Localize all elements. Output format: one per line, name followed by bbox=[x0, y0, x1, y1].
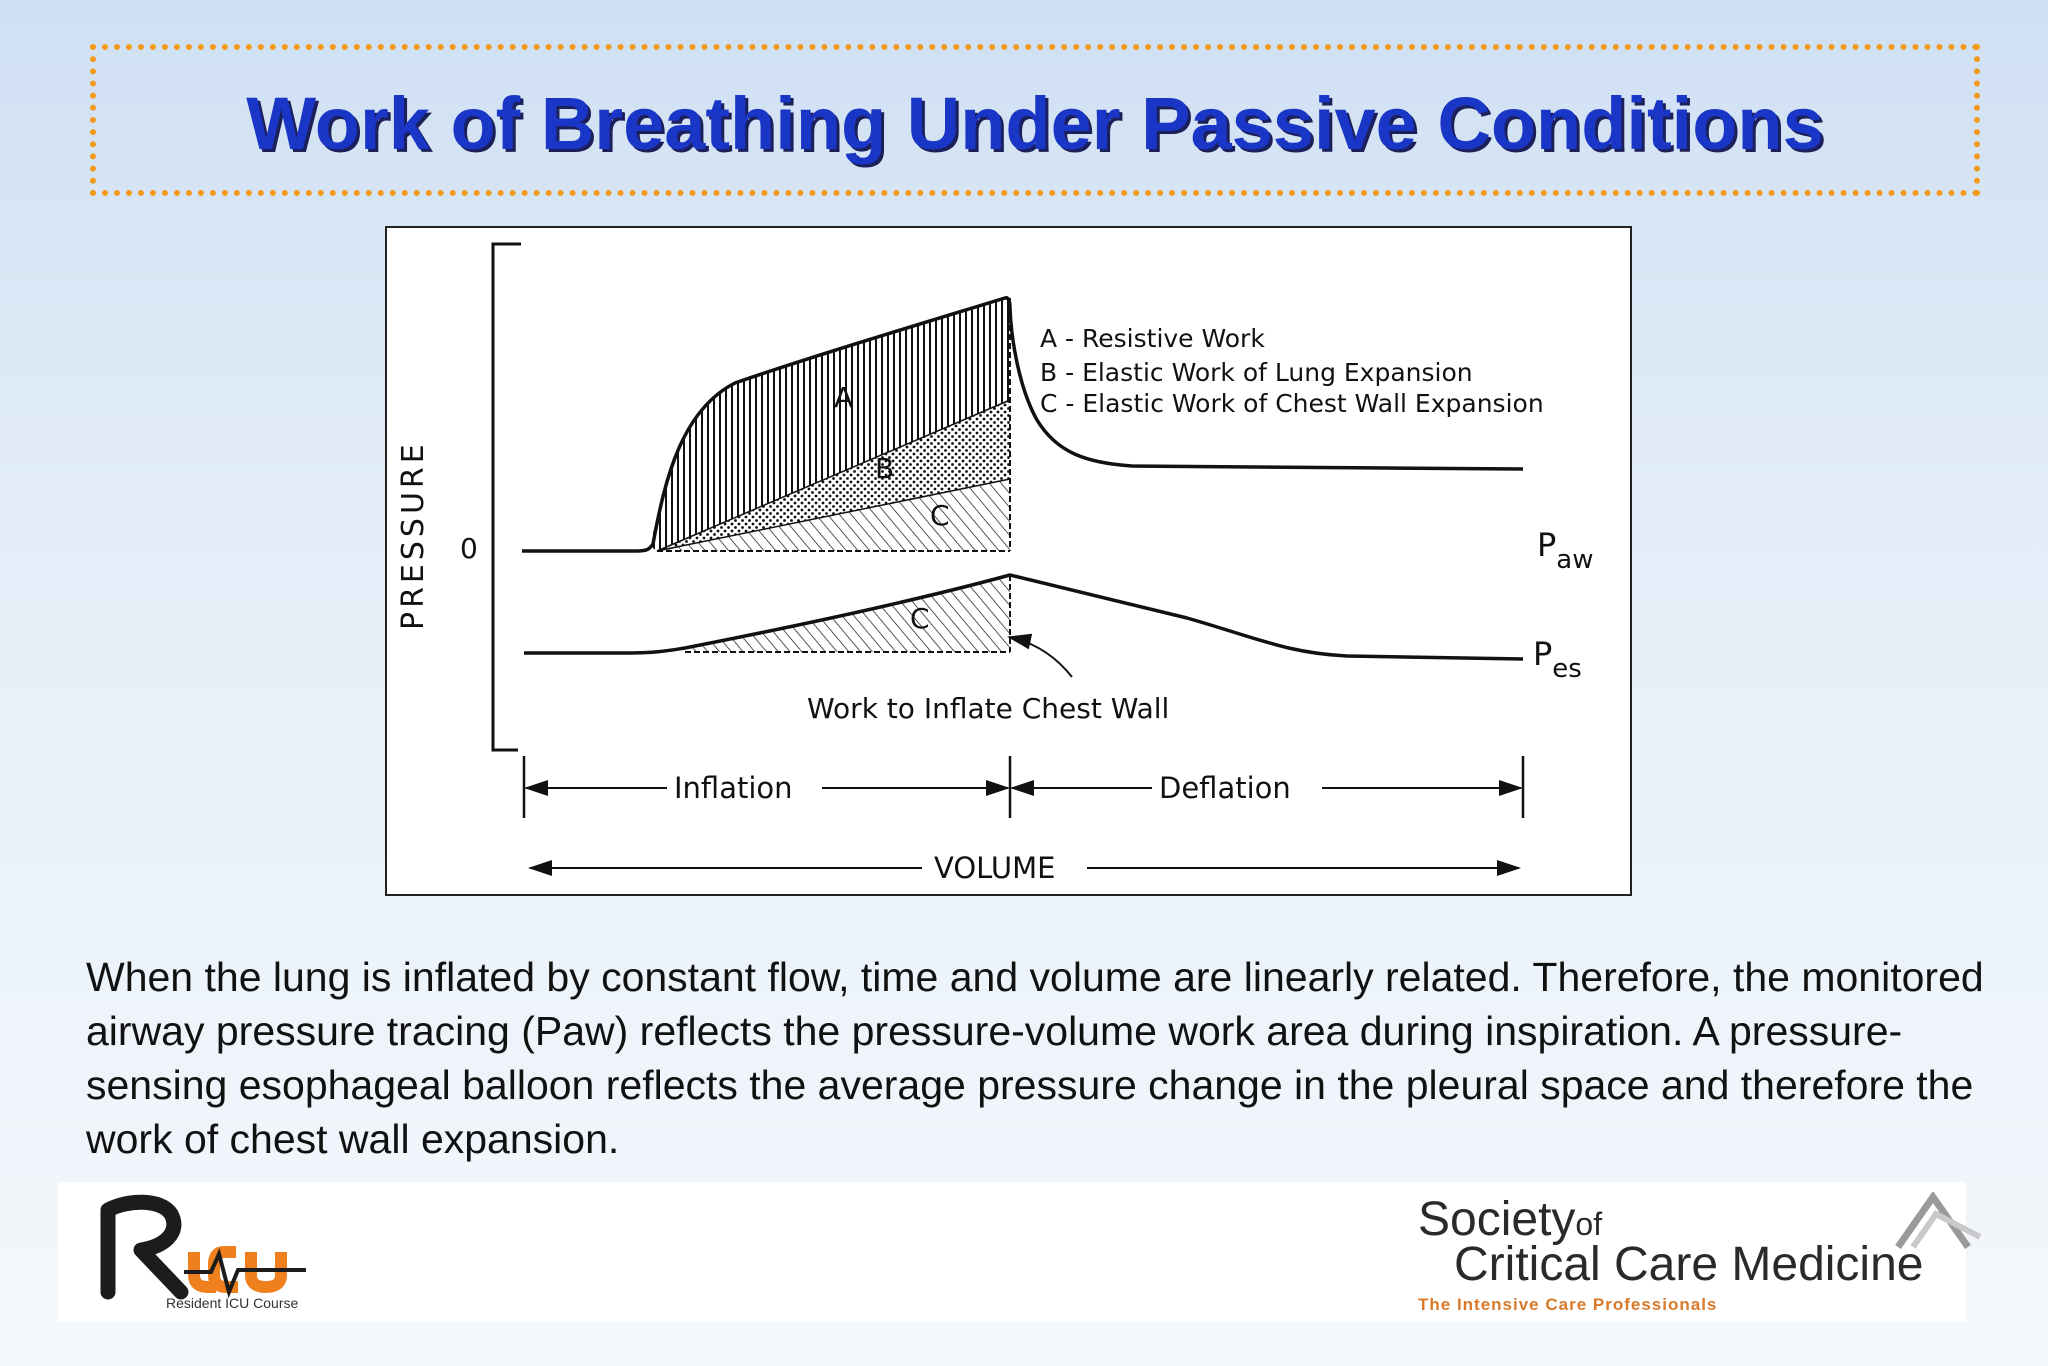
region-a-label: A bbox=[834, 381, 853, 414]
footer-logos: Resident ICU Course Societyof Critical C… bbox=[58, 1182, 1982, 1322]
line-c-boundary bbox=[656, 478, 1011, 552]
ricu-logo bbox=[86, 1192, 386, 1317]
y-axis-label: PRESSURE bbox=[396, 440, 431, 630]
annotation-label: Work to Inflate Chest Wall bbox=[807, 692, 1169, 725]
slide-title: Work of Breathing Under Passive Conditio… bbox=[246, 81, 1824, 165]
slide-caption: When the lung is inflated by constant fl… bbox=[86, 954, 1984, 1162]
zero-label: 0 bbox=[460, 532, 478, 565]
region-b-label: B bbox=[875, 452, 894, 485]
pes-label: Pes bbox=[1533, 635, 1582, 684]
diagram-svg: PRESSURE 0 A B C C A - Resistive Work B … bbox=[396, 242, 1594, 885]
legend-item-c: C - Elastic Work of Chest Wall Expansion bbox=[1040, 389, 1544, 418]
phase-inflation-label: Inflation bbox=[674, 771, 793, 805]
sccm-logo: Societyof Critical Care Medicine The Int… bbox=[1418, 1192, 1982, 1317]
legend-item-a: A - Resistive Work bbox=[1040, 324, 1265, 353]
line-b-boundary bbox=[656, 399, 1011, 552]
sccm-society-text: Societyof bbox=[1418, 1193, 1603, 1246]
annotation-arrow bbox=[1007, 633, 1073, 678]
title-frame: Work of Breathing Under Passive Conditio… bbox=[90, 44, 1980, 196]
sccm-ccm-text: Critical Care Medicine bbox=[1454, 1238, 1924, 1291]
region-a bbox=[650, 298, 1010, 551]
sccm-triangle-icon bbox=[1895, 1192, 1982, 1250]
pressure-diagram: PRESSURE 0 A B C C A - Resistive Work B … bbox=[385, 226, 1632, 896]
region-c2-label: C bbox=[910, 602, 930, 635]
ricu-subtitle: Resident ICU Course bbox=[166, 1295, 299, 1311]
x-axis-label: VOLUME bbox=[934, 851, 1055, 885]
y-axis-bracket bbox=[491, 242, 521, 752]
sccm-of-text: of bbox=[1575, 1206, 1603, 1242]
phase-deflation-label: Deflation bbox=[1159, 771, 1291, 805]
paw-label: Paw bbox=[1537, 526, 1594, 575]
legend-item-b: B - Elastic Work of Lung Expansion bbox=[1040, 358, 1473, 387]
sccm-tagline: The Intensive Care Professionals bbox=[1418, 1295, 1718, 1314]
paw-trace bbox=[522, 296, 1524, 553]
pes-trace bbox=[524, 573, 1524, 661]
ricu-logo-graphic bbox=[100, 1194, 306, 1300]
region-c-label: C bbox=[930, 499, 950, 532]
